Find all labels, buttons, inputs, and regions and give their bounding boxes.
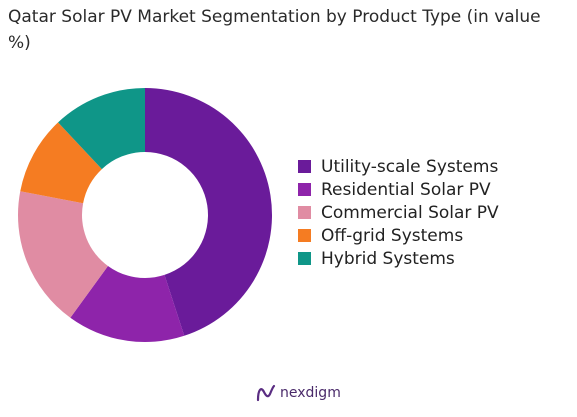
donut-slice-off-grid-systems [20,122,102,204]
donut-slice-commercial-solar-pv [17,191,108,318]
legend-item: Residential Solar PV [298,178,499,201]
chart-title: Qatar Solar PV Market Segmentation by Pr… [8,7,541,53]
nexdigm-logo-icon [256,384,276,402]
legend-label: Hybrid Systems [321,248,455,269]
legend-swatch [298,252,311,265]
legend-item: Off-grid Systems [298,224,499,247]
legend-item: Commercial Solar PV [298,201,499,224]
brand-logo: nexdigm [256,384,341,402]
legend-label: Off-grid Systems [321,225,464,246]
legend-item: Utility-scale Systems [298,155,499,178]
legend-item: Hybrid Systems [298,247,499,270]
legend-swatch [298,229,311,242]
legend-label: Commercial Solar PV [321,202,499,223]
donut-slice-residential-solar-pv [70,265,185,343]
legend-label: Utility-scale Systems [321,156,499,177]
brand-name: nexdigm [280,385,341,401]
legend-swatch [298,183,311,196]
donut-slices [17,88,272,343]
legend-swatch [298,206,311,219]
donut-slice-hybrid-systems [58,88,146,170]
donut-slice-utility-scale-systems [145,88,272,336]
legend-swatch [298,160,311,173]
legend-label: Residential Solar PV [321,179,491,200]
chart-legend: Utility-scale Systems Residential Solar … [298,155,499,270]
